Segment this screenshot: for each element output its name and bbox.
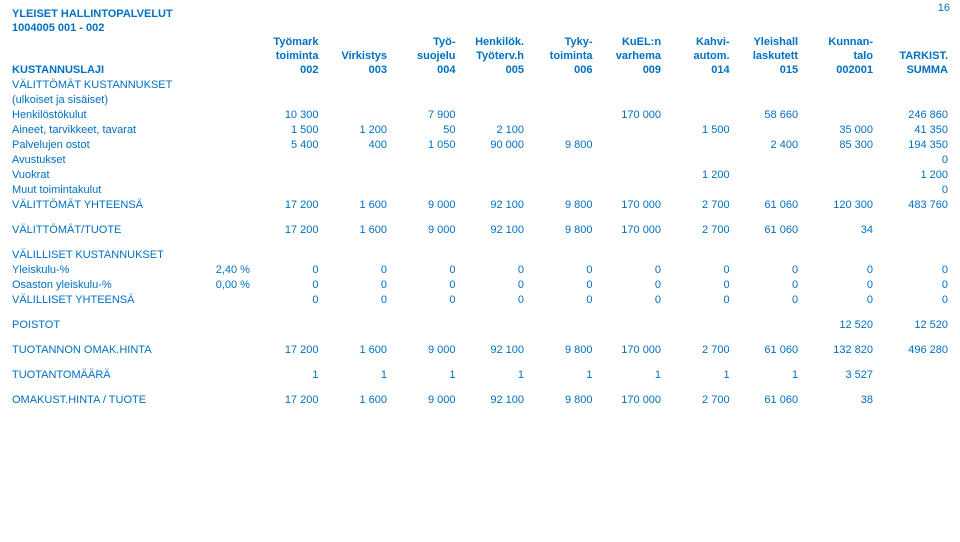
maara-row: TUOTANTOMÄÄRÄ111111113 527: [10, 366, 950, 381]
table-row: Yleiskulu-%2,40 %0000000000: [10, 261, 950, 276]
table-row: Osaston yleiskulu-%0,00 %0000000000: [10, 276, 950, 291]
section1-sub: (ulkoiset ja sisäiset): [10, 91, 950, 106]
section2-title: VÄLILLISET KUSTANNUKSET: [10, 246, 950, 261]
title-1: YLEISET HALLINTOPALVELUT: [10, 6, 252, 20]
table-row: Aineet, tarvikkeet, tavarat1 5001 200502…: [10, 121, 950, 136]
title-2: 1004005 001 - 002: [10, 20, 252, 34]
okt-row: OMAKUST.HINTA / TUOTE17 2001 6009 00092 …: [10, 391, 950, 406]
header-row-3: KUSTANNUSLAJI 00200300400500600901401500…: [10, 62, 950, 76]
header-row-1: TyömarkTyö-Henkilök.Tyky-KuEL:nKahvi-Yle…: [10, 34, 950, 48]
page-number: 16: [938, 2, 950, 14]
report-table: YLEISET HALLINTOPALVELUT 1004005 001 - 0…: [10, 6, 950, 406]
report-content: YLEISET HALLINTOPALVELUT 1004005 001 - 0…: [0, 0, 960, 406]
poistot-row: POISTOT12 52012 520: [10, 316, 950, 331]
omak-row: TUOTANNON OMAK.HINTA17 2001 6009 00092 1…: [10, 341, 950, 356]
table-row: Vuokrat1 2001 200: [10, 166, 950, 181]
total-row: VÄLITTÖMÄT YHTEENSÄ17 2001 6009 00092 10…: [10, 196, 950, 211]
section1-title: VÄLITTÖMÄT KUSTANNUKSET: [10, 76, 950, 91]
header-row-2: toimintaVirkistyssuojeluTyöterv.htoimint…: [10, 48, 950, 62]
table-row: Avustukset0: [10, 151, 950, 166]
table-row: Palvelujen ostot5 4004001 05090 0009 800…: [10, 136, 950, 151]
table-row: Henkilöstökulut10 3007 900170 00058 6602…: [10, 106, 950, 121]
table-row: Muut toimintakulut0: [10, 181, 950, 196]
tuote-row: VÄLITTÖMÄT/TUOTE17 2001 6009 00092 1009 …: [10, 221, 950, 236]
total-row: VÄLILLISET YHTEENSÄ0000000000: [10, 291, 950, 306]
